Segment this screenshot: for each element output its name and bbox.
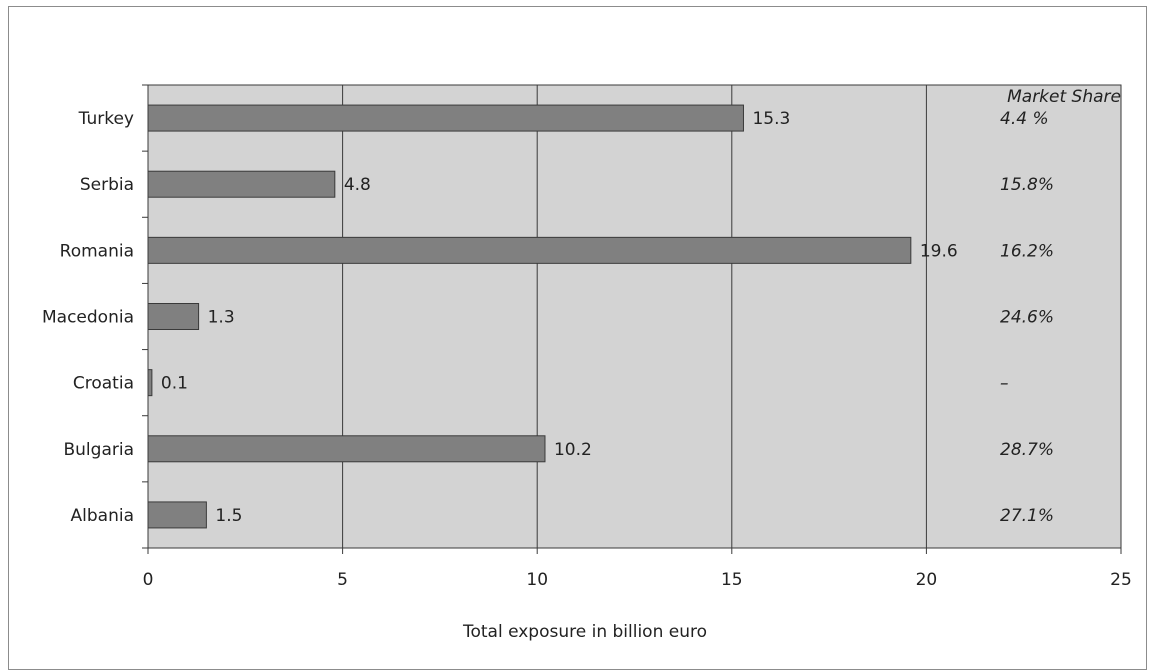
x-tick-label: 20 — [916, 570, 938, 590]
labels: 0 5 10 15 20 25 15.3 Turkey 4.4 % 4.8 Serbia 15.8% 1… — [42, 109, 1132, 590]
category-label-macedonia: Macedonia — [42, 308, 134, 328]
value-label-bulgaria: 10.2 — [554, 440, 592, 460]
market-share-macedonia: 24.6% — [1000, 308, 1054, 328]
market-share-serbia: 15.8% — [1000, 175, 1054, 195]
value-label-albania: 1.5 — [215, 506, 242, 526]
market-share-header: Market Share — [1007, 87, 1121, 107]
category-label-croatia: Croatia — [73, 374, 134, 394]
bar-turkey — [147, 104, 744, 132]
bar-macedonia — [147, 303, 200, 330]
market-share-albania: 27.1% — [1000, 506, 1054, 526]
bar-croatia — [147, 369, 153, 397]
category-label-turkey: Turkey — [78, 109, 134, 129]
value-label-serbia: 4.8 — [344, 175, 371, 195]
bar-albania — [147, 501, 207, 529]
category-label-romania: Romania — [60, 241, 134, 261]
x-tick-label: 10 — [526, 570, 548, 590]
x-tick-label: 25 — [1110, 570, 1132, 590]
plot-area — [147, 84, 1122, 549]
gridlines — [342, 85, 927, 548]
value-label-macedonia: 1.3 — [208, 308, 235, 328]
category-label-bulgaria: Bulgaria — [64, 440, 135, 460]
x-tick-label: 5 — [337, 570, 348, 590]
bars — [147, 104, 912, 529]
market-share-romania: 16.2% — [1000, 241, 1054, 261]
x-tick-label: 0 — [143, 570, 154, 590]
x-axis-title: Total exposure in billion euro — [462, 622, 707, 642]
bar-serbia — [147, 170, 336, 198]
axes — [142, 84, 1122, 554]
x-tick-label: 15 — [721, 570, 743, 590]
value-label-croatia: 0.1 — [161, 374, 188, 394]
category-label-serbia: Serbia — [80, 175, 134, 195]
market-share-croatia: – — [1000, 374, 1009, 394]
category-label-albania: Albania — [71, 506, 134, 526]
market-share-turkey: 4.4 % — [1000, 109, 1049, 129]
bar-bulgaria — [147, 435, 546, 463]
value-label-turkey: 15.3 — [752, 109, 790, 129]
value-label-romania: 19.6 — [920, 241, 958, 261]
market-share-bulgaria: 28.7% — [1000, 440, 1054, 460]
bar-romania — [147, 236, 912, 264]
